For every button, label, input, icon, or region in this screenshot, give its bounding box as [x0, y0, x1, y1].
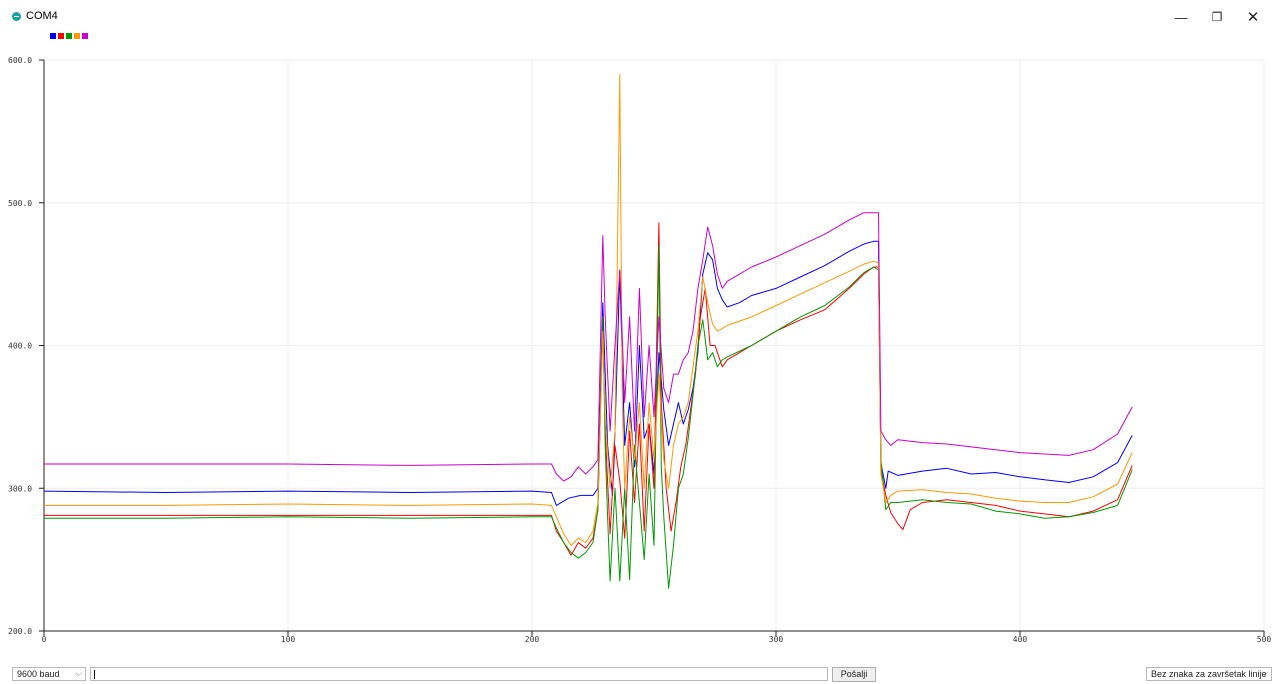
- series-line-1: [43, 240, 1133, 506]
- send-input[interactable]: [90, 667, 828, 681]
- chevron-down-icon: ⌵: [1261, 668, 1268, 678]
- minimize-button[interactable]: —: [1174, 9, 1188, 25]
- x-tick-label: 200: [525, 635, 540, 644]
- x-tick-label: 0: [42, 635, 47, 644]
- baud-rate-value: 9600 baud: [17, 669, 60, 679]
- y-tick-label: 200.0: [8, 627, 32, 636]
- legend-swatch: [58, 33, 64, 39]
- x-tick-label: 300: [769, 635, 784, 644]
- y-tick-label: 500.0: [8, 199, 32, 208]
- x-tick-label: 100: [281, 635, 296, 644]
- line-ending-value: Bez znaka za završetak linije: [1151, 669, 1267, 679]
- bottom-bar: 9600 baud ⌵ Pošalji Bez znaka za završet…: [0, 660, 1272, 684]
- x-tick-label: 500: [1257, 635, 1272, 644]
- legend-swatch: [74, 33, 80, 39]
- y-tick-label: 600.0: [8, 56, 32, 65]
- window-title: COM4: [26, 10, 58, 22]
- serial-plotter-chart: 200.0 300.0 400.0 500.0 600.0 0 100 200 300 400 50…: [8, 56, 1272, 644]
- series-line-5: [44, 212, 1133, 482]
- x-tick-label: 400: [1013, 635, 1028, 644]
- restore-button[interactable]: ❐: [1211, 10, 1223, 24]
- y-tick-label: 300.0: [8, 484, 32, 493]
- series-line-2: [44, 222, 1133, 556]
- series-line-3: [44, 245, 1133, 589]
- arduino-app-icon: [12, 12, 21, 21]
- series-line-4: [44, 73, 1133, 546]
- legend-swatch: [66, 33, 72, 39]
- send-button[interactable]: Pošalji: [832, 667, 876, 682]
- legend-swatch: [82, 33, 88, 39]
- y-tick-label: 400.0: [8, 342, 32, 351]
- legend-swatch: [50, 33, 56, 39]
- chevron-down-icon: ⌵: [75, 668, 82, 678]
- baud-rate-select[interactable]: 9600 baud ⌵: [12, 667, 86, 681]
- line-ending-select[interactable]: Bez znaka za završetak linije ⌵: [1146, 667, 1272, 681]
- close-button[interactable]: ✕: [1246, 9, 1260, 26]
- title-bar: COM4 — ❐ ✕: [0, 0, 1272, 32]
